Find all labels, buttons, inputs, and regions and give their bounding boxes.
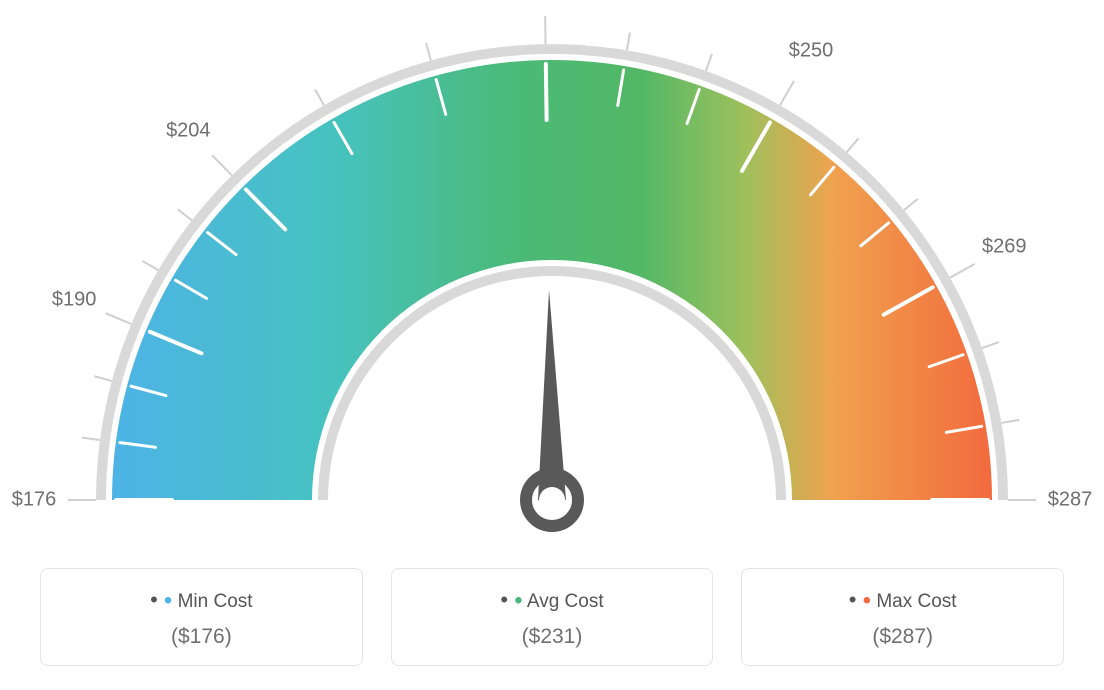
legend-min-label: • Min Cost — [51, 587, 352, 615]
gauge-tick-label: $250 — [789, 40, 834, 63]
gauge-svg — [0, 0, 1104, 560]
legend-avg-label: • Avg Cost — [402, 587, 703, 615]
legend-card-min: • Min Cost ($176) — [40, 568, 363, 666]
gauge-tick-label: $176 — [12, 489, 57, 512]
legend-max-value: ($287) — [752, 625, 1053, 649]
legend-card-max: • Max Cost ($287) — [741, 568, 1064, 666]
gauge-tick-label: $287 — [1048, 489, 1093, 512]
legend-avg-value: ($231) — [402, 625, 703, 649]
legend-card-avg: • Avg Cost ($231) — [391, 568, 714, 666]
legend-max-label: • Max Cost — [752, 587, 1053, 615]
legend-row: • Min Cost ($176) • Avg Cost ($231) • Ma… — [40, 568, 1064, 666]
gauge-chart: $176$190$204$231$250$269$287 — [0, 0, 1104, 560]
gauge-tick-label: $269 — [982, 236, 1027, 259]
gauge-tick-label: $204 — [166, 120, 211, 143]
legend-min-value: ($176) — [51, 625, 352, 649]
gauge-tick-label: $190 — [52, 289, 97, 312]
